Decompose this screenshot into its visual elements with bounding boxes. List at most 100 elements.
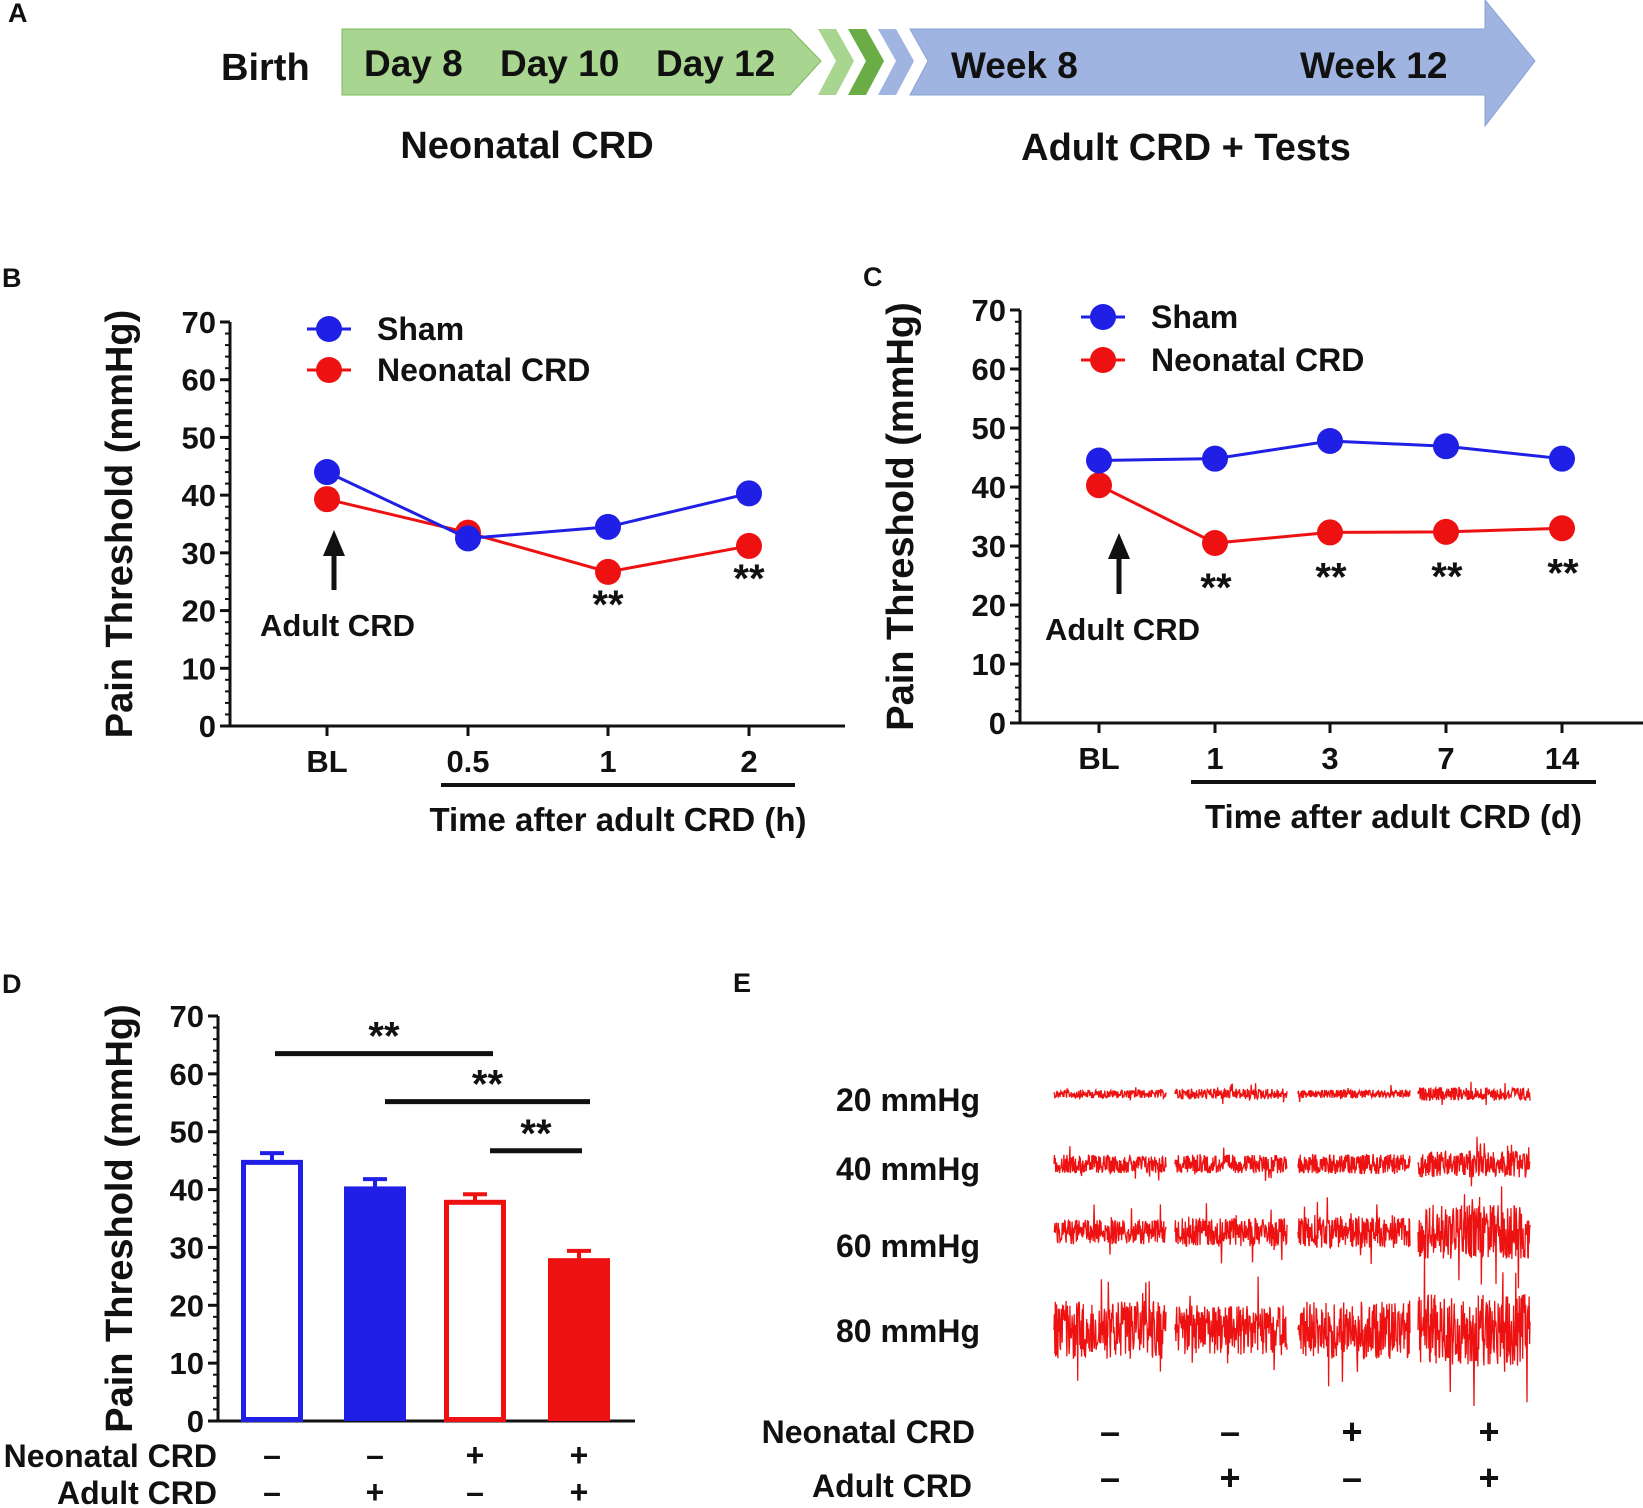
panel-e: E 20 mmHg 40 mmHg 60 mmHg 80 mmHg Neonatal C… <box>733 968 1531 1504</box>
panel-b: B 0 10 20 30 40 50 60 70 Pain Threshold (mmHg) BL… <box>2 263 845 838</box>
legend-marker <box>1090 347 1116 373</box>
trace-adult-sign: – <box>1342 1457 1362 1498</box>
y-tick-label: 30 <box>182 536 216 571</box>
legend-marker <box>316 316 342 342</box>
timeline-day-12: Day 12 <box>656 43 775 84</box>
x-axis-title: Time after adult CRD (h) <box>429 801 806 838</box>
neonatal-period-arrow <box>341 28 822 96</box>
pressure-label: 40 mmHg <box>836 1151 980 1187</box>
nerve-activity-trace <box>1053 1204 1167 1255</box>
trace-neonatal-sign: + <box>1341 1411 1362 1452</box>
adult-period-arrow <box>909 0 1536 128</box>
row-label-adult-crd: Adult CRD <box>57 1475 217 1508</box>
x-tick-label: 3 <box>1321 741 1338 776</box>
timeline-week-12: Week 12 <box>1300 45 1447 86</box>
data-point-neonatal-crd <box>595 558 621 585</box>
nerve-activity-trace <box>1297 1153 1411 1175</box>
panel-a: A Birth Day 8 Day 10 Day 12 Week 8 Week … <box>8 0 1536 169</box>
y-tick-label: 50 <box>972 411 1006 446</box>
nerve-activity-trace <box>1417 1253 1531 1407</box>
data-point-sham <box>1433 433 1459 460</box>
y-tick-label: 70 <box>170 999 204 1034</box>
series-line-sham <box>326 470 750 540</box>
panel-label-a: A <box>8 0 28 28</box>
x-tick-label: BL <box>1078 741 1119 776</box>
nerve-activity-trace <box>1417 1136 1531 1187</box>
significance-marker: ** <box>733 557 765 601</box>
y-tick-label: 60 <box>182 363 216 398</box>
bar-adult-sign: – <box>263 1474 281 1508</box>
y-tick-label: 0 <box>199 709 216 744</box>
y-tick-label: 20 <box>972 588 1006 623</box>
y-tick-label: 30 <box>170 1230 204 1265</box>
y-tick-label: 50 <box>182 420 216 455</box>
y-tick-label: 20 <box>170 1288 204 1323</box>
chevron-light-green <box>818 29 854 95</box>
panel-c: C 0 10 20 30 40 50 60 70 Pain Threshold (mmHg) BL… <box>863 262 1643 835</box>
x-tick-label: 1 <box>599 744 616 779</box>
legend-marker <box>1090 304 1116 330</box>
y-tick-label: 40 <box>170 1173 204 1208</box>
bar-open <box>444 1199 506 1423</box>
row-label-neonatal-crd: Neonatal CRD <box>762 1414 975 1450</box>
significance-marker: ** <box>1547 551 1579 595</box>
significance-marker: ** <box>368 1015 400 1059</box>
x-tick-label: 14 <box>1545 741 1580 776</box>
nerve-activity-trace <box>1297 1085 1411 1102</box>
nerve-activity-trace <box>1417 1081 1531 1106</box>
data-point-sham <box>736 480 762 507</box>
data-point-sham <box>455 525 481 552</box>
bar-neonatal-sign: + <box>466 1437 485 1473</box>
bar-neonatal-sign: – <box>366 1437 384 1473</box>
data-point-sham <box>1202 445 1228 472</box>
y-tick-label: 0 <box>989 706 1006 741</box>
panel-label-b: B <box>2 263 22 293</box>
arrow-head <box>1108 533 1130 559</box>
timeline-day-10: Day 10 <box>500 43 619 84</box>
annotation-adult-crd: Adult CRD <box>1045 612 1200 647</box>
data-point-neonatal-crd <box>1317 519 1343 546</box>
y-tick-label: 70 <box>972 293 1006 328</box>
timeline-adult-label: Adult CRD + Tests <box>1021 127 1351 169</box>
nerve-activity-trace <box>1053 1087 1167 1101</box>
x-tick-label: 7 <box>1437 741 1454 776</box>
arrow-head <box>323 530 345 556</box>
y-tick-label: 60 <box>170 1057 204 1092</box>
legend-label: Neonatal CRD <box>377 352 590 388</box>
data-point-sham <box>1086 447 1112 474</box>
y-axis-title: Pain Threshold (mmHg) <box>880 302 922 731</box>
y-tick-label: 20 <box>182 594 216 629</box>
trace-adult-sign: – <box>1100 1457 1120 1498</box>
bar-solid <box>548 1258 610 1421</box>
data-point-neonatal-crd <box>314 486 340 513</box>
significance-marker: ** <box>592 583 624 627</box>
series-line-neonatal-crd <box>326 497 750 574</box>
y-tick-label: 10 <box>170 1346 204 1381</box>
panel-label-c: C <box>863 262 883 292</box>
data-point-neonatal-crd <box>1433 518 1459 545</box>
legend-label: Sham <box>377 311 464 347</box>
nerve-activity-trace <box>1053 1146 1167 1181</box>
data-point-neonatal-crd <box>736 532 762 559</box>
y-tick-label: 30 <box>972 529 1006 564</box>
y-axis-title: Pain Threshold (mmHg) <box>99 310 141 739</box>
y-axis-title: Pain Threshold (mmHg) <box>99 1004 141 1433</box>
timeline-day-8: Day 8 <box>364 43 463 84</box>
y-tick-label: 70 <box>182 305 216 340</box>
bar-adult-sign: + <box>366 1474 385 1508</box>
x-tick-label: 1 <box>1206 741 1223 776</box>
x-tick-label: BL <box>306 744 347 779</box>
pressure-label: 80 mmHg <box>836 1313 980 1349</box>
chevron-light-blue <box>878 29 914 95</box>
significance-marker: ** <box>1315 555 1347 599</box>
nerve-activity-trace <box>1174 1203 1288 1264</box>
bar-adult-sign: + <box>570 1474 589 1508</box>
timeline-neonatal-label: Neonatal CRD <box>400 125 653 167</box>
significance-marker: ** <box>1200 566 1232 610</box>
bar-adult-sign: – <box>466 1474 484 1508</box>
x-tick-label: 0.5 <box>446 744 489 779</box>
bar-solid <box>344 1186 406 1421</box>
timeline-birth-label: Birth <box>221 47 310 89</box>
data-point-neonatal-crd <box>1549 515 1575 542</box>
